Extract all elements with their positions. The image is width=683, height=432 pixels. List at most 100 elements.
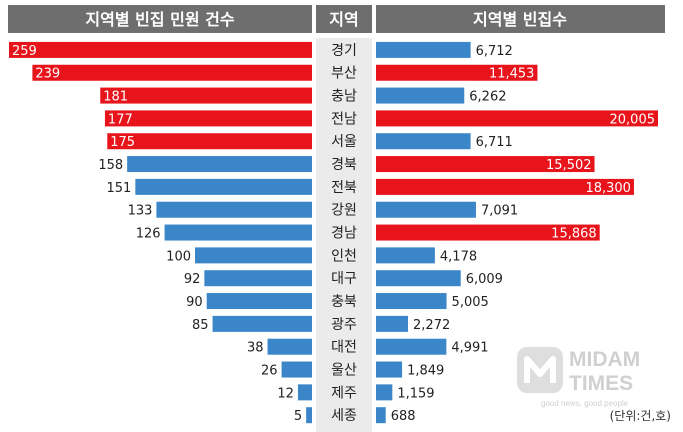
complaints-value-label: 239 — [35, 67, 60, 82]
complaints-value-label: 85 — [192, 318, 209, 333]
left-header-bg — [8, 5, 312, 33]
complaints-bar — [164, 224, 312, 241]
watermark-tagline: good news, good people — [541, 399, 629, 408]
vacant-houses-value-label: 20,005 — [610, 112, 656, 127]
complaints-value-label: 100 — [166, 249, 191, 264]
complaints-value-label: 133 — [128, 204, 153, 219]
complaints-bar — [104, 110, 312, 127]
complaints-value-label: 177 — [108, 112, 133, 127]
complaints-value-label: 126 — [136, 227, 161, 242]
watermark-brand-bottom: TIMES — [569, 372, 633, 395]
vacant-houses-bar — [376, 270, 461, 287]
complaints-bar — [297, 384, 312, 401]
complaints-bar — [195, 247, 312, 264]
vacant-houses-value-label: 6,009 — [466, 272, 503, 287]
region-label: 대전 — [331, 340, 357, 356]
region-label: 경남 — [331, 226, 357, 242]
vacant-houses-value-label: 6,712 — [476, 44, 513, 59]
region-label: 충북 — [331, 294, 357, 310]
vacant-houses-value-label: 2,272 — [413, 318, 450, 333]
vacant-houses-bar — [376, 361, 403, 378]
vacant-houses-bar — [376, 201, 476, 218]
vacant-houses-value-label: 4,991 — [451, 341, 488, 356]
region-label: 세종 — [331, 408, 357, 424]
watermark: MIDAM TIMES good news, good people — [517, 347, 640, 408]
vacant-houses-value-label: 5,005 — [452, 295, 489, 310]
complaints-bar — [267, 338, 312, 355]
region-label: 광주 — [331, 317, 357, 333]
vacant-houses-bar — [376, 293, 447, 310]
complaints-value-label: 26 — [261, 364, 278, 379]
vacant-houses-value-label: 6,711 — [476, 135, 513, 150]
complaints-bar — [212, 315, 312, 332]
region-label: 서울 — [331, 134, 357, 150]
complaints-value-label: 181 — [103, 90, 128, 105]
right-header: 지역별 빈집수 — [473, 10, 567, 29]
vacant-houses-bar — [376, 338, 447, 355]
bars-group: 경기 259 6,712 부산 239 11,453 충남 181 6,262 전남 177 20,0… — [9, 41, 658, 424]
region-label: 전남 — [331, 111, 357, 127]
vacant-houses-value-label: 1,159 — [397, 386, 434, 401]
vacant-houses-value-label: 688 — [391, 409, 416, 424]
vacant-houses-value-label: 15,502 — [546, 158, 592, 173]
center-header-bg — [316, 5, 372, 33]
vacant-houses-bar — [376, 384, 393, 401]
vacant-houses-bar — [376, 156, 595, 173]
vacant-houses-value-label: 18,300 — [585, 181, 631, 196]
complaints-bar — [206, 293, 312, 310]
complaints-bar — [127, 156, 313, 173]
complaints-bar — [135, 178, 312, 195]
region-label: 강원 — [331, 203, 357, 219]
watermark-logo-mark — [524, 356, 556, 383]
complaints-value-label: 175 — [110, 135, 135, 150]
vacant-houses-bar — [376, 41, 471, 58]
complaints-value-label: 151 — [107, 181, 132, 196]
vacant-houses-value-label: 6,262 — [469, 90, 506, 105]
region-label: 경기 — [331, 43, 357, 59]
center-header: 지역 — [329, 10, 358, 29]
right-header-bg — [376, 5, 665, 33]
region-label: 경북 — [331, 157, 357, 173]
complaints-value-label: 259 — [12, 44, 37, 59]
vacant-houses-bar — [376, 178, 634, 195]
vacant-houses-bar — [376, 64, 538, 81]
complaints-bar — [306, 407, 312, 424]
vacant-houses-bar — [376, 133, 471, 150]
complaints-bar — [281, 361, 312, 378]
vacant-houses-value-label: 7,091 — [481, 204, 518, 219]
region-label: 인천 — [331, 248, 357, 264]
region-label: 울산 — [331, 363, 357, 379]
complaints-value-label: 12 — [277, 386, 294, 401]
complaints-value-label: 92 — [184, 272, 201, 287]
vacant-houses-value-label: 15,868 — [551, 227, 597, 242]
complaints-bar — [32, 64, 313, 81]
center-band — [316, 38, 372, 432]
complaints-bar — [156, 201, 312, 218]
vacant-houses-bar — [376, 87, 465, 104]
complaints-bar — [107, 133, 313, 150]
complaints-value-label: 38 — [247, 341, 264, 356]
region-label: 대구 — [331, 271, 357, 287]
vacant-houses-value-label: 11,453 — [489, 67, 535, 82]
complaints-value-label: 158 — [98, 158, 123, 173]
vacant-houses-bar — [376, 407, 386, 424]
vacant-houses-bar — [376, 110, 658, 127]
watermark-brand-top: MIDAM — [569, 348, 640, 371]
region-label: 제주 — [331, 385, 357, 401]
region-label: 충남 — [331, 89, 357, 105]
complaints-value-label: 5 — [294, 409, 302, 424]
complaints-bar — [9, 41, 312, 58]
vacant-houses-bar — [376, 247, 435, 264]
vacant-houses-bar — [376, 315, 409, 332]
left-header: 지역별 빈집 민원 건수 — [85, 10, 234, 29]
unit-note: (단위:건,호) — [610, 409, 671, 423]
vacant-houses-bar — [376, 224, 600, 241]
complaints-bar — [100, 87, 312, 104]
vacant-houses-value-label: 4,178 — [440, 249, 477, 264]
region-label: 부산 — [331, 66, 357, 82]
complaints-value-label: 90 — [186, 295, 203, 310]
complaints-bar — [204, 270, 312, 287]
region-label: 전북 — [331, 180, 357, 196]
vacant-houses-value-label: 1,849 — [407, 364, 444, 379]
